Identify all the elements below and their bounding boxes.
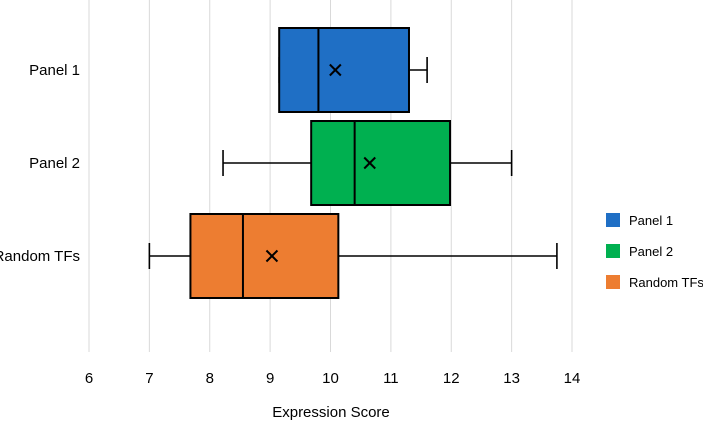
category-label-1: Panel 2 [29,155,80,172]
legend-item-0: Panel 1 [606,213,673,228]
x-tick-label-4: 10 [322,370,339,387]
mean-marker-1 [363,156,376,170]
category-label-2: Random TFs [0,248,80,265]
x-tick-label-1: 7 [145,370,153,387]
x-axis-title: Expression Score [272,404,390,421]
mean-marker-0 [329,63,342,77]
category-labels: Panel 1 Panel 2 Random TFs [0,62,80,265]
box-2 [189,213,340,299]
x-tick-label-6: 12 [443,370,460,387]
box-group-2 [148,213,558,299]
box-0 [278,27,410,113]
category-label-0: Panel 1 [29,62,80,79]
x-tick-label-2: 8 [206,370,214,387]
mean-marker-2 [265,249,279,263]
x-tick-label-0: 6 [85,370,93,387]
x-axis-ticks: 6 7 8 9 10 11 12 13 14 [85,370,581,387]
box-group-1 [222,120,513,206]
legend-item-1: Panel 2 [606,244,673,259]
x-tick-label-8: 14 [564,370,581,387]
legend-swatch-1 [606,244,620,258]
legend-label-2: Random TFs [629,275,703,290]
legend-label-0: Panel 1 [629,213,673,228]
legend-swatch-0 [606,213,620,227]
x-tick-label-7: 13 [503,370,520,387]
legend: Panel 1 Panel 2 Random TFs [606,213,703,290]
x-tick-label-3: 9 [266,370,274,387]
x-tick-label-5: 11 [383,370,399,387]
box-1 [310,120,452,206]
boxes [148,27,558,299]
legend-item-2: Random TFs [606,275,703,290]
legend-label-1: Panel 2 [629,244,673,259]
legend-swatch-2 [606,275,620,289]
box-group-0 [278,27,428,113]
